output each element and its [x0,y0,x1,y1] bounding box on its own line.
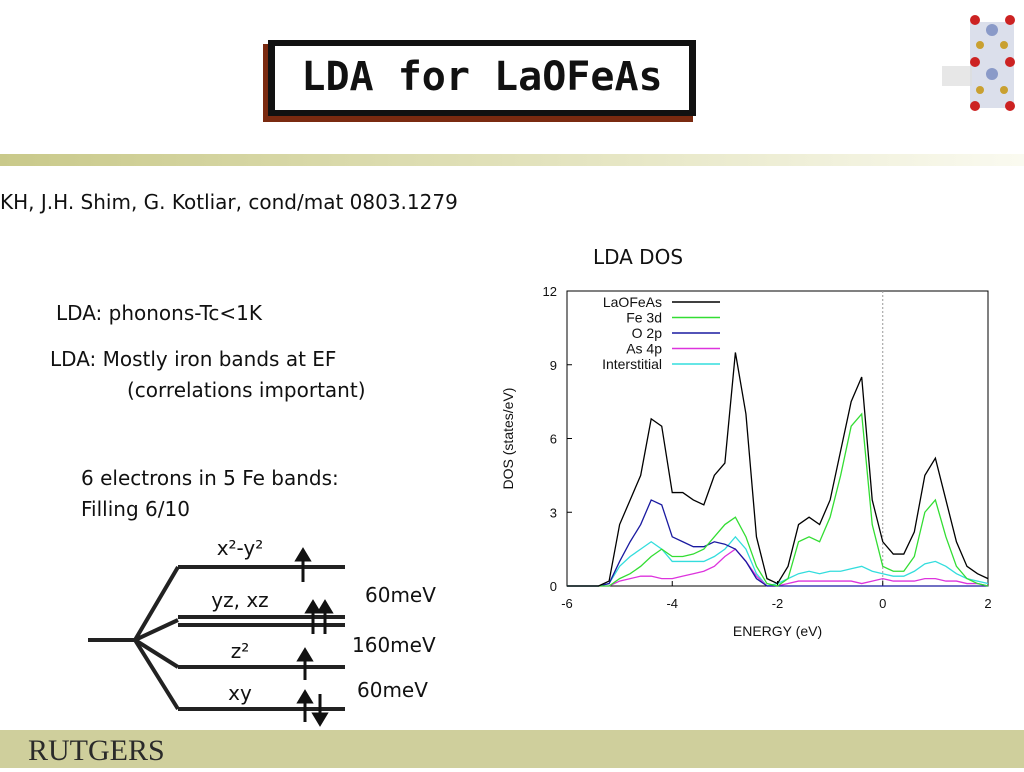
y-tick-label: 6 [550,432,557,447]
splitting: 60meV [365,583,436,607]
y-tick-label: 12 [543,284,557,299]
x-tick-label: -6 [561,596,573,611]
series-line [567,548,989,587]
logo: RUTGERS [28,734,165,767]
legend-label: O 2p [632,325,663,341]
bullet: Filling 6/10 [81,497,190,521]
level-label: yz, xz [211,588,268,612]
y-tick-label: 9 [550,358,557,373]
y-tick-label: 0 [550,579,557,594]
level-diagram [88,565,345,711]
slide-title: LDA for LaOFeAs [301,54,662,100]
bullet: LDA: Mostly iron bands at EF [50,347,336,371]
bullet: LDA: phonons-Tc<1K [56,301,263,325]
series-line [567,412,989,587]
level-label: x²-y² [217,536,264,560]
splitting: 60meV [357,678,428,702]
x-tick-label: 2 [984,596,991,611]
electron-arrows [294,547,334,727]
footer-band [0,730,1024,768]
level-label: xy [228,681,252,705]
header-band [0,154,1024,166]
title-box [275,46,689,110]
crystal-icon [942,15,1015,111]
level-label: z² [231,639,250,663]
x-tick-label: 0 [879,596,886,611]
legend-label: Fe 3d [626,310,662,326]
splitting: 160meV [352,633,436,657]
legend-label: As 4p [626,341,662,357]
bullet: 6 electrons in 5 Fe bands: [81,466,339,490]
legend-label: LaOFeAs [603,294,662,310]
series-line [567,352,989,587]
bullet: (correlations important) [127,378,366,402]
dos-chart: LDA DOS -6 -4 -2 0 2 0 3 6 9 12 ENERGY (eV) DOS (sta… [500,245,992,639]
x-tick-label: -2 [772,596,784,611]
chart-title: LDA DOS [593,245,683,269]
citation: KH, J.H. Shim, G. Kotliar, cond/mat 0803… [0,190,458,214]
x-axis-label: ENERGY (eV) [733,623,822,639]
x-tick-label: -4 [666,596,678,611]
legend-label: Interstitial [602,356,662,372]
y-tick-label: 3 [550,505,557,520]
y-axis-label: DOS (states/eV) [500,388,516,490]
